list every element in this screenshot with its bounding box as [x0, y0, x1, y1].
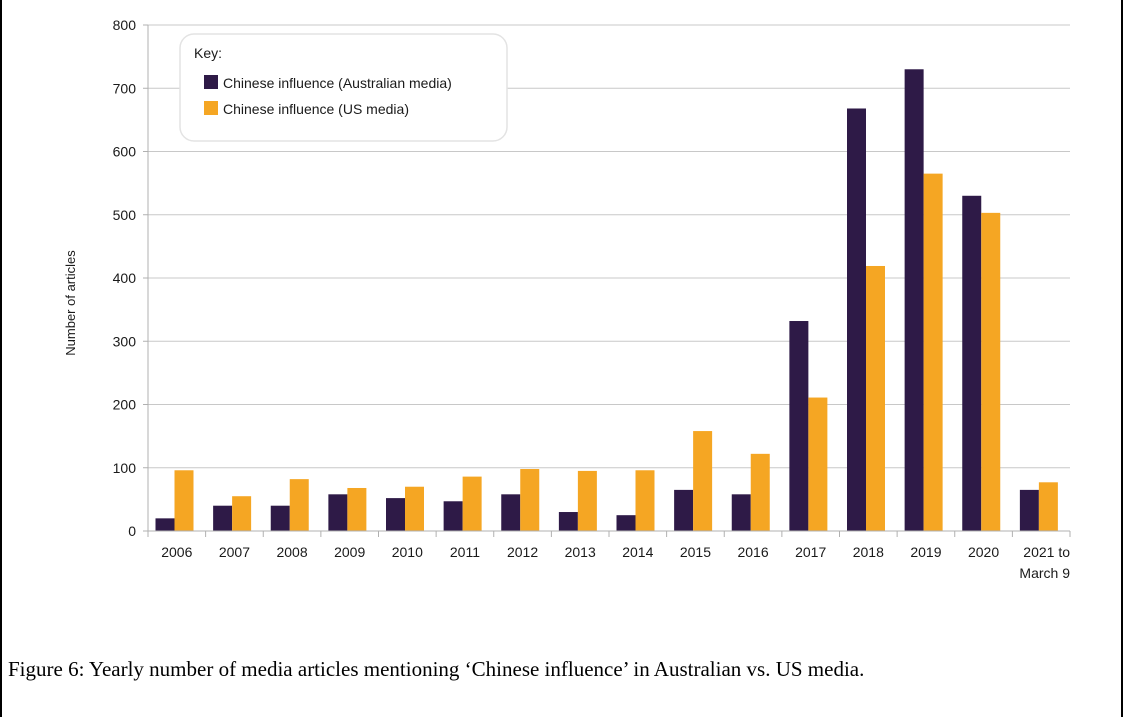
- y-tick-label: 500: [113, 207, 137, 223]
- x-tick-label: 2009: [334, 544, 365, 560]
- x-tick-label: 2015: [680, 544, 711, 560]
- bar-australian-media: [558, 512, 578, 531]
- bar-australian-media: [904, 69, 924, 532]
- x-tick-label: 2018: [853, 544, 884, 560]
- x-tick-label: 2010: [392, 544, 423, 560]
- y-tick-label: 300: [113, 333, 137, 349]
- bar-us-media: [635, 470, 655, 531]
- bar-us-media: [520, 469, 540, 531]
- x-tick-label: 2006: [161, 544, 192, 560]
- x-tick-label: 2007: [219, 544, 250, 560]
- axes: 0 100 200 300 400 500 600 700 800 2006 2007 2008 200…: [113, 17, 1071, 581]
- bar-us-media: [1038, 482, 1058, 531]
- x-tick-label: 2017: [795, 544, 826, 560]
- bar-australian-media: [213, 505, 233, 531]
- bar-us-media: [174, 470, 194, 531]
- bar-australian-media: [847, 108, 866, 532]
- x-tick-label: 2013: [565, 544, 596, 560]
- y-axis-title: Number of articles: [63, 250, 78, 356]
- legend-swatch-australian: [204, 75, 218, 89]
- y-tick-label: 400: [113, 270, 137, 286]
- bar-australian-media: [443, 501, 463, 531]
- bar-us-media: [808, 397, 828, 531]
- bar-australian-media: [270, 505, 290, 531]
- bar-australian-media: [731, 494, 751, 531]
- x-tick-label: 2011: [450, 544, 480, 560]
- bar-australian-media: [962, 195, 982, 531]
- legend-swatch-us: [204, 101, 218, 115]
- y-tick-label: 200: [113, 397, 137, 413]
- x-tick-label: 2008: [276, 544, 307, 560]
- x-tick-label: 2020: [968, 544, 999, 560]
- legend-label-us: Chinese influence (US media): [223, 101, 409, 117]
- y-tick-label: 700: [113, 80, 137, 96]
- x-tick-label: 2014: [622, 544, 653, 560]
- bar-australian-media: [328, 494, 348, 531]
- bars: [155, 69, 1058, 532]
- legend-box: [179, 33, 508, 142]
- bar-us-media: [405, 486, 424, 531]
- bar-australian-media: [386, 498, 405, 531]
- bar-us-media: [923, 173, 943, 531]
- y-tick-label: 100: [113, 460, 137, 476]
- x-tick-label: 2021 to: [1023, 544, 1070, 560]
- bar-us-media: [693, 431, 713, 531]
- legend-label-australian: Chinese influence (Australian media): [223, 75, 452, 91]
- bar-us-media: [462, 476, 482, 531]
- legend-title: Key:: [194, 45, 222, 61]
- y-tick-label: 600: [113, 144, 137, 160]
- legend: Key: Chinese influence (Australian media…: [179, 33, 508, 142]
- bar-australian-media: [616, 515, 636, 531]
- bar-australian-media: [501, 494, 521, 531]
- bar-us-media: [866, 265, 885, 531]
- bar-us-media: [232, 496, 252, 531]
- bar-australian-media: [1019, 489, 1039, 531]
- bar-chart: 0 100 200 300 400 500 600 700 800 2006 2007 2008 200…: [63, 17, 1071, 581]
- x-tick-label: March 9: [1019, 565, 1070, 581]
- figure-caption: Figure 6: Yearly number of media article…: [8, 657, 865, 681]
- bar-us-media: [577, 470, 597, 531]
- bar-australian-media: [674, 489, 694, 531]
- bar-us-media: [981, 212, 1001, 532]
- bar-australian-media: [789, 321, 809, 531]
- x-tick-label: 2016: [737, 544, 768, 560]
- y-tick-label: 0: [128, 523, 136, 539]
- x-tick-label: 2019: [910, 544, 941, 560]
- bar-australian-media: [155, 518, 175, 531]
- bar-us-media: [347, 487, 367, 531]
- bar-us-media: [289, 479, 309, 531]
- y-tick-label: 800: [113, 17, 137, 33]
- x-tick-label: 2012: [507, 544, 538, 560]
- bar-us-media: [750, 453, 770, 531]
